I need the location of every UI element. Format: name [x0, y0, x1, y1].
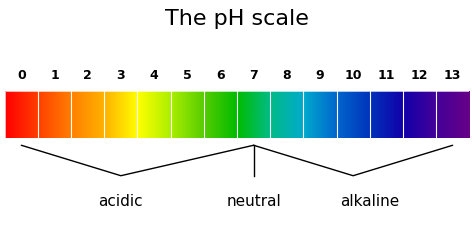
Text: 4: 4: [150, 69, 158, 82]
Text: 1: 1: [50, 69, 59, 82]
Text: 13: 13: [444, 69, 461, 82]
Text: 10: 10: [345, 69, 362, 82]
Text: The pH scale: The pH scale: [165, 9, 309, 29]
Text: alkaline: alkaline: [340, 195, 399, 209]
Bar: [5, 91, 469, 138]
Text: 2: 2: [83, 69, 92, 82]
Text: 3: 3: [117, 69, 125, 82]
Text: neutral: neutral: [226, 195, 281, 209]
Text: 12: 12: [411, 69, 428, 82]
Text: 8: 8: [283, 69, 291, 82]
Text: 6: 6: [216, 69, 225, 82]
Text: 9: 9: [316, 69, 324, 82]
Text: 5: 5: [183, 69, 191, 82]
Text: 11: 11: [378, 69, 395, 82]
Text: 7: 7: [249, 69, 258, 82]
Text: 0: 0: [17, 69, 26, 82]
Text: acidic: acidic: [99, 195, 143, 209]
